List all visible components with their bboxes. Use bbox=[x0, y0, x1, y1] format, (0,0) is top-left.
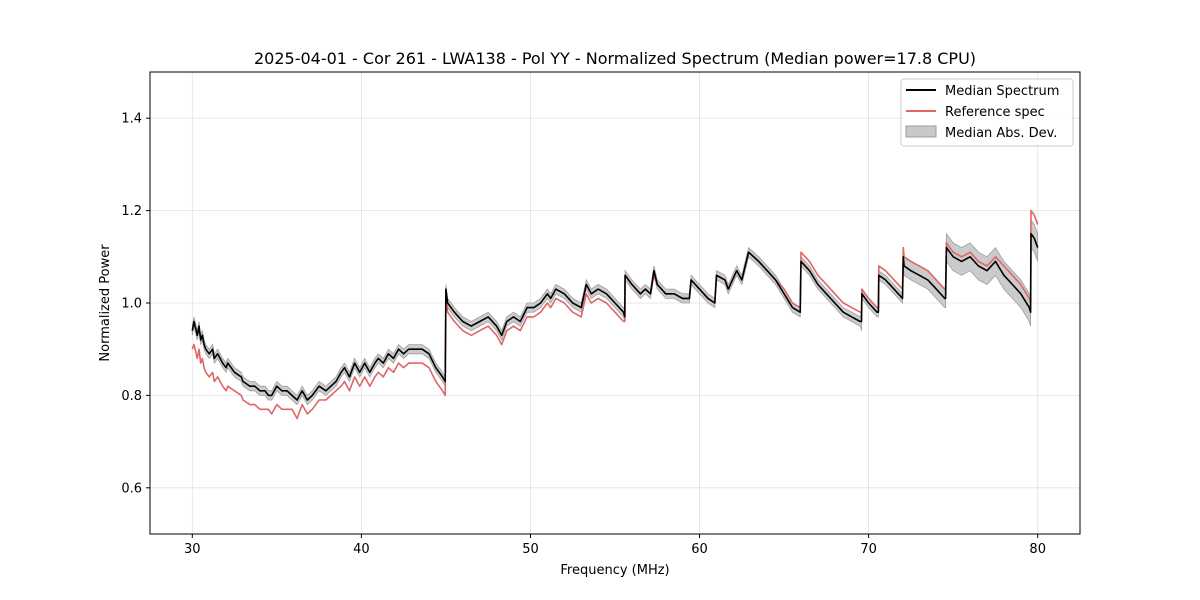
y-axis-label: Normalized Power bbox=[98, 244, 113, 362]
x-tick-label: 40 bbox=[353, 542, 370, 557]
y-tick-label: 1.0 bbox=[121, 297, 142, 312]
x-axis-ticks: 30 40 50 60 70 80 bbox=[184, 534, 1046, 557]
median-spectrum-line bbox=[191, 232, 1039, 401]
y-tick-label: 1.4 bbox=[121, 112, 142, 127]
legend-label-mad: Median Abs. Dev. bbox=[945, 126, 1057, 141]
x-tick-label: 30 bbox=[184, 542, 201, 557]
x-tick-label: 80 bbox=[1029, 542, 1046, 557]
x-axis-label: Frequency (MHz) bbox=[560, 563, 669, 578]
legend-label-median: Median Spectrum bbox=[945, 84, 1059, 99]
x-tick-label: 60 bbox=[691, 542, 708, 557]
legend-box bbox=[900, 78, 1074, 147]
legend-swatch-mad bbox=[905, 125, 937, 138]
series-lines bbox=[191, 209, 1039, 420]
y-tick-label: 0.8 bbox=[121, 389, 142, 404]
x-tick-label: 50 bbox=[522, 542, 539, 557]
y-axis-ticks: 0.6 0.8 1.0 1.2 1.4 bbox=[121, 112, 150, 496]
x-tick-label: 70 bbox=[860, 542, 877, 557]
chart-title: 2025-04-01 - Cor 261 - LWA138 - Pol YY -… bbox=[254, 49, 976, 68]
legend-label-reference: Reference spec bbox=[945, 105, 1045, 120]
y-tick-label: 1.2 bbox=[121, 204, 142, 219]
legend: Median Spectrum Reference spec Median Ab… bbox=[900, 78, 1074, 147]
y-tick-label: 0.6 bbox=[121, 481, 142, 496]
reference-spec-line bbox=[191, 209, 1039, 420]
